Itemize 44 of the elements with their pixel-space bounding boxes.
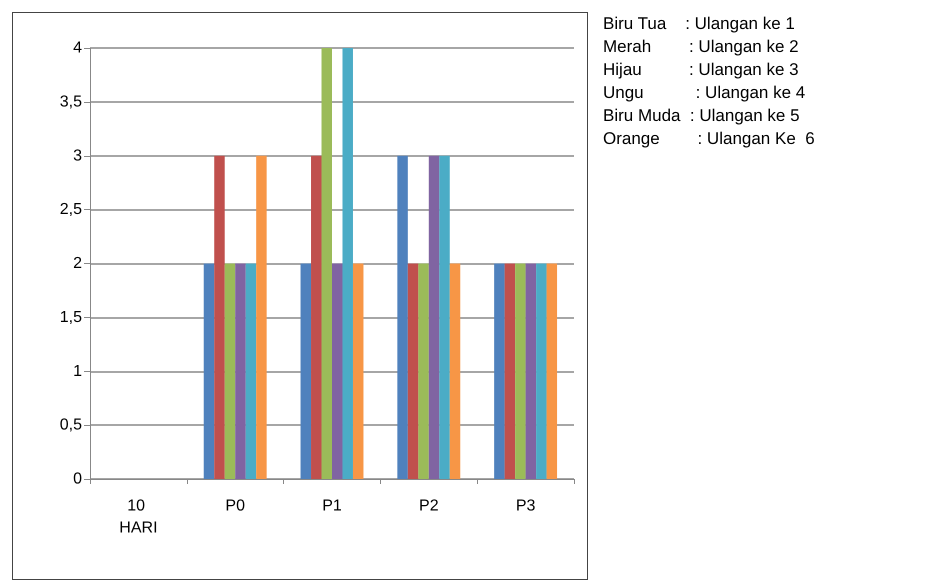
bar	[246, 264, 256, 479]
y-tick-label: 2	[73, 255, 82, 272]
bar	[428, 156, 440, 479]
y-tick-label: 0	[73, 470, 82, 488]
y-tick-label: 3,5	[60, 93, 82, 110]
text: Hijau : Ulangan ke 3	[603, 59, 800, 81]
bar	[204, 264, 214, 479]
bar	[311, 156, 322, 479]
bar	[342, 48, 353, 479]
x-tick-label: P2	[419, 498, 439, 514]
y-tick-label: 4	[73, 40, 82, 56]
bar	[256, 156, 267, 479]
y-tick-label: 0,5	[60, 416, 82, 434]
bar	[504, 264, 516, 479]
text: Biru Tua : Ulangan ke 1	[603, 13, 796, 35]
bar	[494, 264, 505, 479]
bar	[526, 264, 536, 479]
bar	[214, 156, 225, 479]
bar	[408, 264, 418, 479]
bar	[546, 264, 558, 479]
text: Merah : Ulangan ke 2	[603, 36, 800, 58]
bar	[515, 264, 526, 479]
bar	[418, 264, 429, 479]
bar	[397, 156, 408, 479]
bar	[450, 264, 460, 479]
y-tick-label: 3	[73, 147, 82, 164]
text: Biru Muda : Ulangan ke 5	[603, 105, 801, 127]
bar	[300, 264, 312, 479]
bar	[439, 156, 450, 479]
y-tick-label: 2,5	[60, 201, 82, 218]
x-tick-label: P0	[225, 498, 246, 514]
x-tick-label: P1	[322, 498, 342, 514]
bar	[332, 264, 342, 479]
x-tick-label: P3	[516, 498, 536, 514]
bar	[224, 264, 236, 479]
bar	[536, 264, 547, 479]
y-tick-label: 1,5	[60, 308, 82, 326]
x-tick-label: 10 HARI	[119, 498, 158, 536]
y-tick-label: 1	[73, 362, 82, 380]
text: Ungu : Ulangan ke 4	[603, 82, 806, 104]
bar	[352, 264, 364, 479]
bar	[322, 48, 332, 479]
text: Orange : Ulangan Ke 6	[603, 128, 815, 150]
bar	[235, 264, 246, 479]
